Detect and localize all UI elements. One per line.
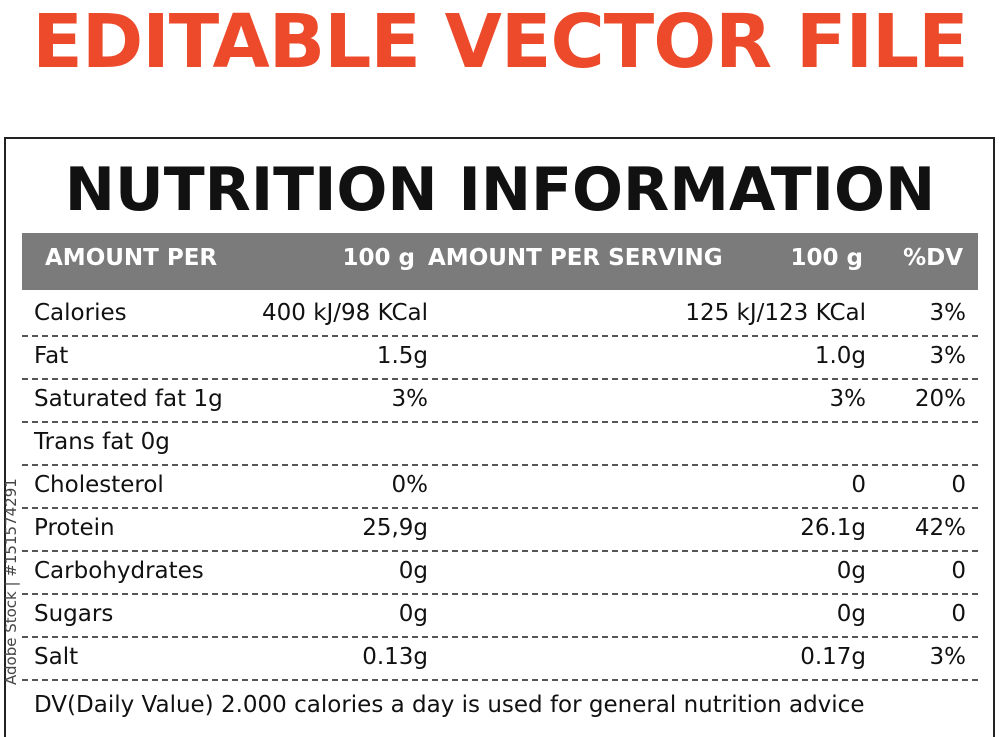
row-value: 25,9g (362, 515, 428, 541)
row-value: 0.17g (800, 644, 866, 670)
row-value: 0 (851, 472, 866, 498)
row-value: 0g (398, 601, 428, 627)
row-value: 3% (929, 644, 967, 670)
label-box (4, 137, 995, 737)
row-separator (22, 464, 978, 466)
row-value: 26.1g (800, 515, 866, 541)
header-cell: 100 g (342, 245, 415, 271)
row-separator (22, 421, 978, 423)
row-separator (22, 507, 978, 509)
watermark: Adobe Stock | #151574291 (2, 478, 20, 685)
row-value: 400 kJ/98 KCal (261, 300, 428, 326)
title: NUTRITION INFORMATION (64, 155, 936, 225)
row-value: 3% (829, 386, 867, 412)
row-value: 1.0g (814, 343, 866, 369)
row-label: Trans fat 0g (34, 429, 170, 455)
row-separator (22, 593, 978, 595)
row-separator (22, 679, 978, 681)
row-separator (22, 636, 978, 638)
row-value: 0.13g (362, 644, 428, 670)
row-separator (22, 550, 978, 552)
row-label: Protein (34, 515, 115, 541)
row-separator (22, 378, 978, 380)
banner: EDITABLE VECTOR FILE (32, 0, 968, 85)
row-value: 0% (391, 472, 429, 498)
row-value: 0 (951, 601, 966, 627)
row-value: 3% (929, 343, 967, 369)
row-value: 0 (951, 472, 966, 498)
row-value: 42% (914, 515, 966, 541)
header-cell: AMOUNT PER SERVING (428, 245, 723, 271)
header-bar (22, 233, 978, 290)
row-label: Carbohydrates (34, 558, 204, 584)
header-cell: 100 g (790, 245, 863, 271)
row-value: 0g (398, 558, 428, 584)
row-label: Sugars (34, 601, 114, 627)
row-value: 0g (836, 601, 866, 627)
header-cell: AMOUNT PER (45, 245, 218, 271)
row-value: 3% (391, 386, 429, 412)
row-label: Cholesterol (34, 472, 164, 498)
row-value: 0 (951, 558, 966, 584)
row-value: 0g (836, 558, 866, 584)
row-value: 1.5g (376, 343, 428, 369)
row-label: Calories (34, 300, 127, 326)
row-value: 125 kJ/123 KCal (685, 300, 866, 326)
footnote: DV(Daily Value) 2.000 calories a day is … (34, 692, 865, 718)
row-label: Saturated fat 1g (34, 386, 223, 412)
header-cell: %DV (903, 245, 963, 271)
row-label: Fat (34, 343, 69, 369)
row-value: 20% (914, 386, 966, 412)
row-label: Salt (34, 644, 79, 670)
row-separator (22, 335, 978, 337)
row-value: 3% (929, 300, 967, 326)
